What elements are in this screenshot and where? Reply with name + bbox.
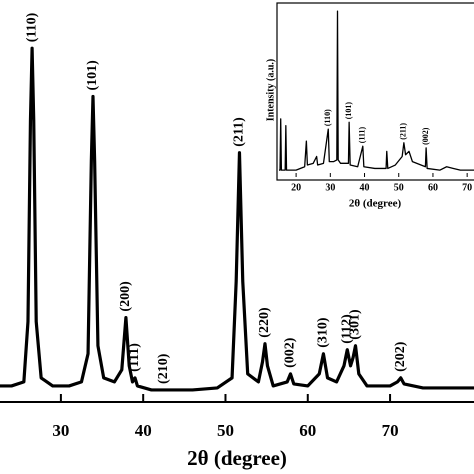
- peak-label: (200): [118, 281, 133, 312]
- peak-label: (310): [316, 317, 331, 348]
- x-axis-label: 2θ (degree): [187, 446, 287, 470]
- inset-x-label: 2θ (degree): [349, 198, 402, 210]
- inset-x-tick-label: 30: [325, 182, 335, 193]
- peak-label: (111): [127, 343, 142, 372]
- inset-x-tick-label: 20: [291, 182, 301, 193]
- peak-label: (210): [156, 353, 171, 384]
- inset-peak-label: (101): [344, 102, 353, 120]
- inset-peak-label: (002): [421, 127, 430, 145]
- x-tick-label: 60: [299, 421, 316, 440]
- inset-peak-label: (111): [358, 126, 367, 143]
- peak-label: (002): [283, 337, 298, 368]
- data-line: [0, 46, 474, 392]
- inset-x-tick-label: 70: [462, 182, 472, 193]
- peak-label: (101): [85, 60, 100, 91]
- inset-peak-label: (110): [323, 109, 332, 126]
- inset-data-line: [279, 10, 474, 171]
- peak-label: (110): [24, 12, 39, 42]
- inset-x-tick-label: 40: [360, 182, 370, 193]
- inset-x-tick-label: 60: [428, 182, 438, 193]
- inset-x-tick-label: 50: [394, 182, 404, 193]
- inset-peak-label: (211): [399, 123, 408, 140]
- peak-label: (211): [232, 117, 247, 147]
- x-tick-label: 40: [135, 421, 152, 440]
- inset-y-label: Intensity (a.u.): [265, 59, 276, 122]
- inset-frame: [276, 2, 474, 181]
- peak-label: (202): [393, 341, 408, 372]
- x-tick-label: 70: [382, 421, 399, 440]
- peak-label: (112): [339, 314, 354, 344]
- peak-label: (220): [257, 307, 272, 338]
- x-tick-label: 30: [52, 421, 69, 440]
- x-tick-label: 50: [217, 421, 234, 440]
- peak-label: (301): [348, 309, 363, 340]
